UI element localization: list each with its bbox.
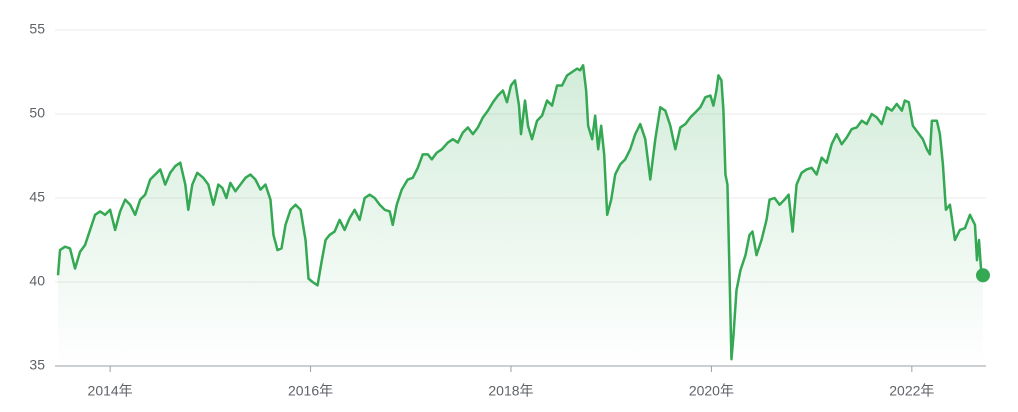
x-tick-label: 2020年 [689, 383, 734, 399]
y-tick-label: 45 [29, 189, 45, 205]
y-tick-label: 40 [29, 273, 45, 289]
y-tick-label: 50 [29, 105, 45, 121]
end-marker [975, 268, 990, 283]
y-tick-label: 55 [29, 21, 45, 37]
x-tick-label: 2022年 [889, 383, 934, 399]
area [58, 65, 983, 366]
x-tick-label: 2018年 [488, 383, 533, 399]
y-tick-label: 35 [29, 357, 45, 373]
x-tick-label: 2016年 [288, 383, 333, 399]
line [56, 64, 985, 361]
x-tick-label: 2014年 [88, 383, 133, 399]
